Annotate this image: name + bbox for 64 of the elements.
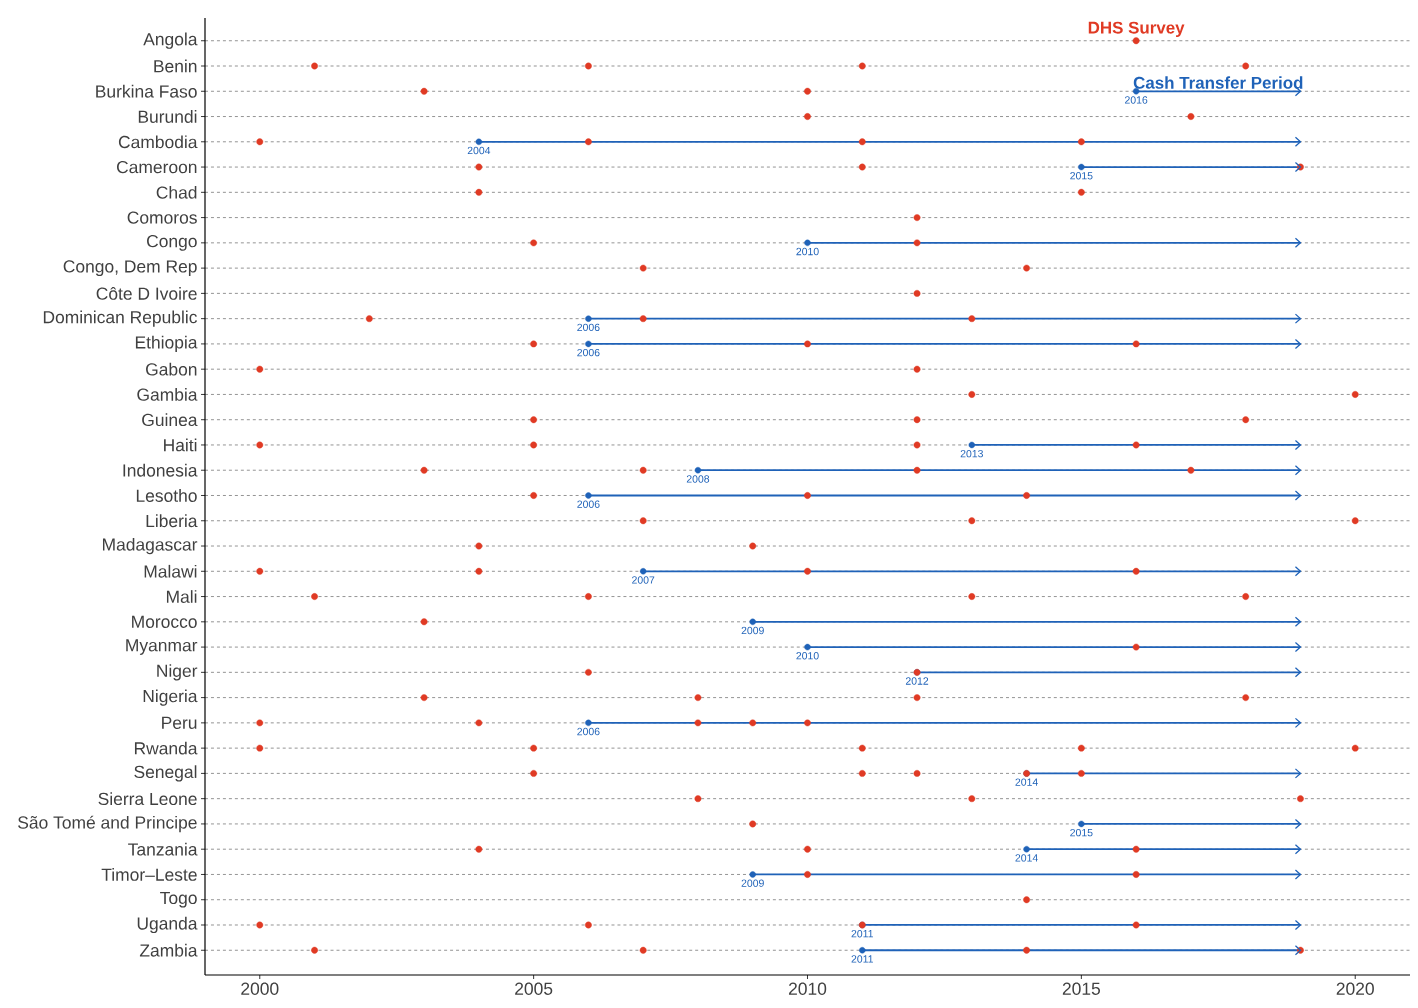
y-tick-label: Malawi bbox=[144, 564, 197, 578]
y-tick-label: Gabon bbox=[146, 362, 197, 376]
y-tick-label: Gambia bbox=[137, 388, 198, 401]
annotation: 2006 bbox=[577, 500, 600, 508]
y-tick-label: Dominican Republic bbox=[43, 310, 197, 327]
y-tick-label: Burkina Faso bbox=[96, 84, 197, 98]
annotation: 2012 bbox=[905, 677, 929, 685]
y-tick-label: Indonesia bbox=[123, 463, 198, 477]
annotation: 2006 bbox=[577, 348, 600, 357]
x-tick-label: 2015 bbox=[1062, 982, 1101, 995]
y-tick-label: Ethiopia bbox=[135, 335, 198, 353]
y-tick-label: Benin bbox=[154, 59, 197, 73]
annotation: 2010 bbox=[796, 247, 819, 256]
annotation: 2011 bbox=[851, 929, 873, 938]
y-tick-label: Morocco bbox=[132, 615, 197, 628]
legend-label: Cash Transfer Period bbox=[1133, 76, 1303, 89]
y-tick-label: Senegal bbox=[134, 765, 197, 782]
y-tick-label: Lesotho bbox=[136, 489, 197, 502]
y-tick-label: Chad bbox=[156, 185, 197, 199]
x-tick-label: 2000 bbox=[241, 982, 279, 995]
y-tick-label: Rwanda bbox=[134, 741, 198, 755]
annotation: 2016 bbox=[1125, 96, 1148, 104]
y-tick-label: Zambia bbox=[139, 943, 198, 957]
annotation: 2008 bbox=[686, 475, 710, 483]
annotation: 2011 bbox=[851, 955, 873, 963]
x-tick-label: 2020 bbox=[1336, 982, 1374, 995]
y-tick-label: São Tomé and Principe bbox=[18, 815, 197, 833]
y-tick-label: Cameroon bbox=[116, 160, 197, 174]
series-label: DHS Survey bbox=[1088, 21, 1185, 38]
annotation: 2015 bbox=[1070, 172, 1093, 180]
y-tick-label: Togo bbox=[160, 891, 197, 908]
annotation: 2004 bbox=[467, 146, 491, 155]
y-tick-label: Timor–Leste bbox=[101, 868, 197, 881]
y-tick-label: Myanmar bbox=[126, 639, 198, 655]
y-tick-label: Niger bbox=[157, 664, 198, 681]
annotation: 2010 bbox=[796, 652, 819, 660]
annotation: 2009 bbox=[741, 626, 764, 635]
y-tick-label: Comoros bbox=[127, 211, 197, 224]
y-tick-label: Burundi bbox=[138, 110, 197, 123]
y-tick-label: Peru bbox=[162, 716, 197, 729]
y-tick-label: Côte D Ivoire bbox=[96, 286, 197, 300]
annotation: 2015 bbox=[1070, 828, 1093, 837]
annotation: 2007 bbox=[632, 576, 655, 584]
y-tick-label: Liberia bbox=[146, 514, 198, 528]
annotation: 2014 bbox=[1015, 778, 1038, 786]
y-tick-label: Cambodia bbox=[118, 135, 198, 149]
y-tick-label: Tanzania bbox=[128, 842, 198, 856]
x-tick-label: 2010 bbox=[788, 982, 827, 995]
annotation: 2014 bbox=[1015, 854, 1038, 862]
y-tick-label: Nigeria bbox=[143, 689, 198, 706]
annotation: 2009 bbox=[741, 879, 764, 887]
y-tick-label: Uganda bbox=[137, 916, 198, 934]
y-tick-label: Congo bbox=[147, 234, 197, 251]
x-tick-label: 2005 bbox=[515, 982, 553, 995]
annotation: 2013 bbox=[960, 449, 983, 458]
y-tick-label: Haiti bbox=[164, 438, 197, 452]
y-tick-label: Angola bbox=[143, 32, 198, 49]
y-tick-label: Mali bbox=[166, 590, 197, 603]
y-tick-label: Sierra Leone bbox=[98, 792, 197, 806]
annotation: 2006 bbox=[577, 323, 600, 332]
y-tick-label: Madagascar bbox=[103, 537, 198, 555]
annotation: 2006 bbox=[577, 727, 600, 736]
y-tick-label: Congo, Dem Rep bbox=[63, 260, 197, 277]
y-tick-label: Guinea bbox=[142, 413, 198, 427]
